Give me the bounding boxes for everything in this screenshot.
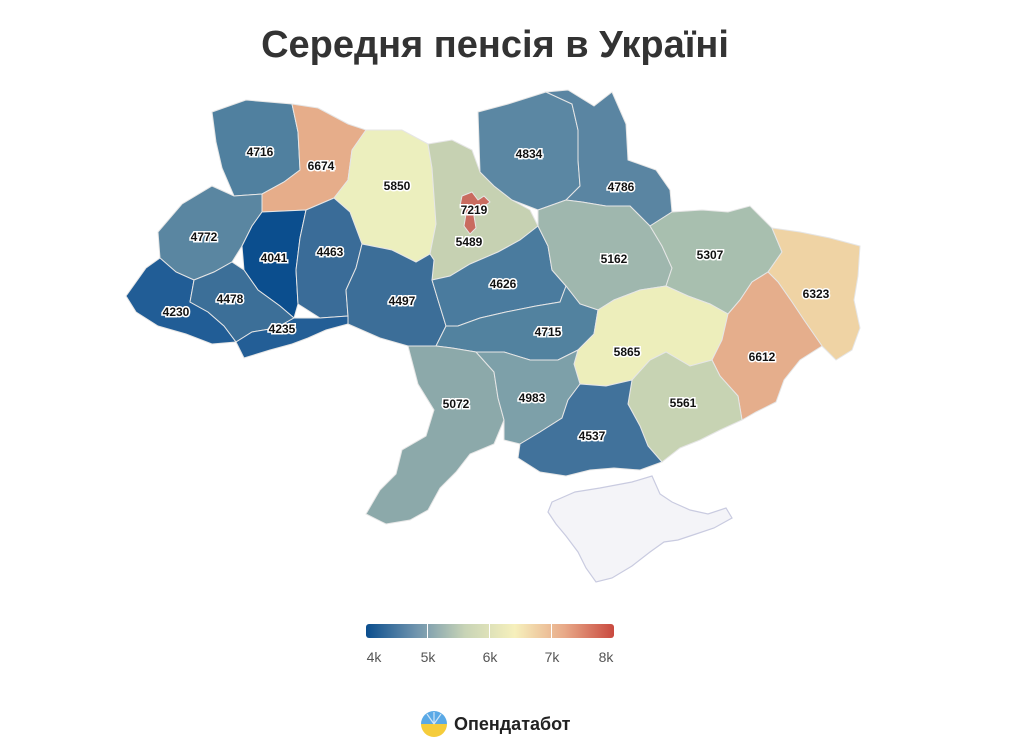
- legend-label-7k: 7k: [544, 649, 560, 665]
- label-ternopil: 4041: [261, 251, 288, 265]
- region-crimea[interactable]: [547, 475, 733, 583]
- label-odesa: 5072: [443, 397, 470, 411]
- label-poltava: 5162: [601, 252, 628, 266]
- label-zakarpattia: 4230: [163, 305, 190, 319]
- label-vinnytsia: 4497: [389, 294, 416, 308]
- label-dnipropetrovsk: 5865: [614, 345, 641, 359]
- region-chernivtsi[interactable]: [235, 315, 349, 359]
- label-kherson: 4537: [579, 429, 606, 443]
- label-donetsk: 6612: [749, 350, 776, 364]
- label-sumy: 4786: [608, 180, 635, 194]
- label-cherkasy: 4626: [490, 277, 517, 291]
- legend-label-4k: 4k: [366, 649, 382, 665]
- legend-tick: [551, 624, 552, 638]
- label-chernihiv: 4834: [516, 147, 543, 161]
- label-lviv: 4772: [191, 230, 218, 244]
- label-zhytomyr: 5850: [384, 179, 411, 193]
- map-title: Середня пенсія в Україні: [261, 24, 729, 66]
- label-kirovohrad: 4715: [535, 325, 562, 339]
- label-luhansk: 6323: [803, 287, 830, 301]
- region-labels: 4716 6674 5850 5489 7219 4834 4786 4772 …: [161, 144, 831, 445]
- legend-tick: [427, 624, 428, 638]
- label-khmelnytskyi: 4463: [317, 245, 344, 259]
- label-kyiv-oblast: 5489: [456, 235, 483, 249]
- region-kherson[interactable]: [517, 379, 663, 477]
- color-legend: 4k 5k 6k 7k 8k: [366, 624, 614, 665]
- region-odesa[interactable]: [365, 345, 505, 525]
- brand[interactable]: Опендатабот: [421, 709, 571, 739]
- label-kyiv-city: 7219: [461, 203, 488, 217]
- label-volyn: 4716: [247, 145, 274, 159]
- legend-label-5k: 5k: [420, 649, 436, 665]
- legend-tick: [489, 624, 490, 638]
- region-kyiv-city[interactable]: [459, 191, 491, 235]
- label-ivano-frankivsk: 4478: [217, 292, 244, 306]
- legend-label-6k: 6k: [482, 649, 498, 665]
- label-rivne: 6674: [308, 159, 335, 173]
- label-zaporizhzhia: 5561: [670, 396, 697, 410]
- legend-gradient-bar: [366, 624, 614, 638]
- label-chernivtsi: 4235: [269, 322, 296, 336]
- label-mykolaiv: 4983: [519, 391, 546, 405]
- brand-name: Опендатабот: [454, 713, 571, 734]
- opendatabot-logo-icon: [421, 711, 447, 737]
- label-kharkiv: 5307: [697, 248, 724, 262]
- legend-label-8k: 8k: [598, 649, 614, 665]
